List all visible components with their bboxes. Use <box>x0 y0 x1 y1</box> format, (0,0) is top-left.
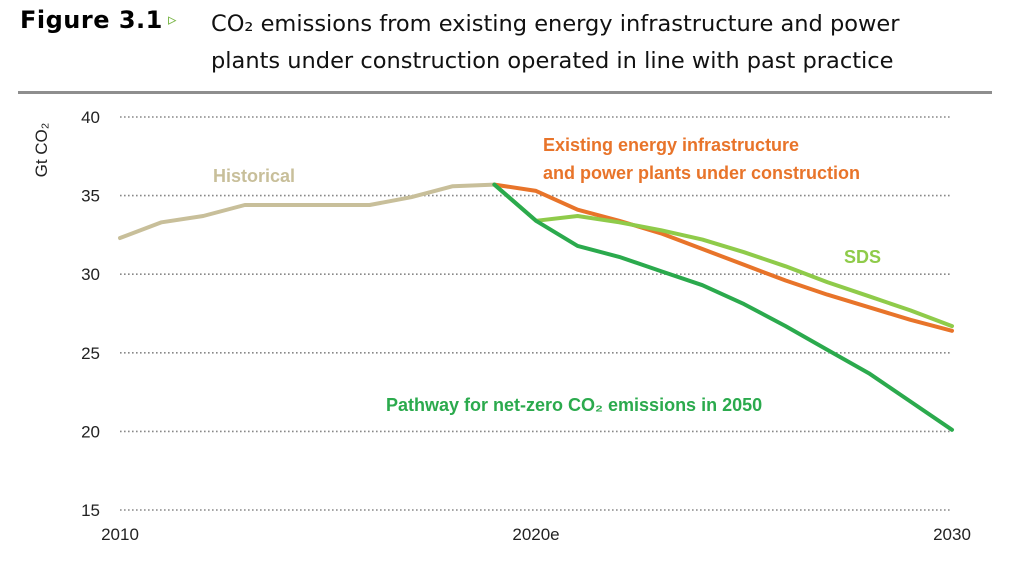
annotation-sds: SDS <box>844 247 881 267</box>
y-axis-ticks: 15 20 25 30 35 40 <box>81 108 100 520</box>
figure-title-line-2: plants under construction operated in li… <box>211 48 894 74</box>
figure-title-line-1: CO₂ emissions from existing energy infra… <box>211 11 900 37</box>
series-line-existing <box>492 182 954 333</box>
y-tick-label: 35 <box>81 187 100 206</box>
y-tick-label: 40 <box>81 108 100 127</box>
figure-title: CO₂ emissions from existing energy infra… <box>211 6 1011 80</box>
x-axis-ticks: 2010 2020e 2030 <box>101 525 971 544</box>
annotation-net-zero: Pathway for net-zero CO₂ emissions in 20… <box>386 395 762 415</box>
gridlines <box>120 116 952 511</box>
series-annotations: Historical Existing energy infrastructur… <box>213 135 881 415</box>
y-tick-label: 25 <box>81 344 100 363</box>
y-tick-label: 20 <box>81 422 100 441</box>
title-divider <box>18 91 992 94</box>
annotation-historical: Historical <box>213 166 295 186</box>
y-tick-label: 30 <box>81 265 100 284</box>
series-line-netzero <box>492 182 954 432</box>
figure-marker-icon: ▹ <box>168 10 177 30</box>
x-tick-label: 2020e <box>512 525 559 544</box>
series-line-sds <box>492 182 954 329</box>
y-axis-label: Gt CO₂ <box>32 123 51 178</box>
annotation-existing-line-1: Existing energy infrastructure <box>543 135 799 155</box>
series-line-historical <box>118 182 497 240</box>
annotation-existing-line-2: and power plants under construction <box>543 163 860 183</box>
series-lines <box>118 182 954 432</box>
figure-label: Figure 3.1 <box>20 6 163 34</box>
x-tick-label: 2010 <box>101 525 139 544</box>
y-tick-label: 15 <box>81 501 100 520</box>
x-tick-label: 2030 <box>933 525 971 544</box>
